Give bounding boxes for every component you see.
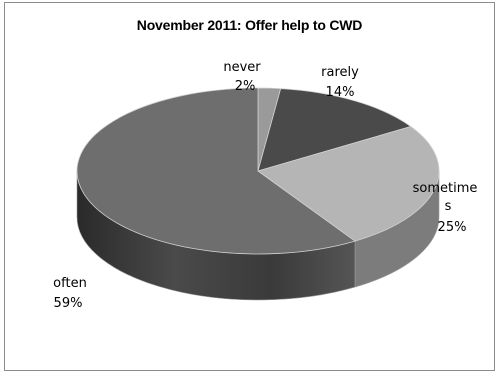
slice-percent-often: 59% (54, 296, 83, 311)
slice-sometimes (257, 126, 440, 242)
slice-percent-never: 2% (235, 79, 256, 94)
slice-label-never: never (223, 60, 261, 75)
slice-label-sometimes-line2: s (445, 199, 452, 214)
slice-percent-sometimes: 25% (438, 220, 467, 235)
slice-often (76, 87, 356, 255)
slice-label-sometimes-line1: sometime (413, 181, 478, 196)
chart-title: November 2011: Offer help to CWD (136, 17, 363, 33)
slice-percent-rarely: 14% (326, 85, 355, 100)
slice-rarely (257, 88, 412, 172)
slice-label-often: often (53, 276, 87, 291)
slice-label-rarely: rarely (321, 65, 359, 80)
